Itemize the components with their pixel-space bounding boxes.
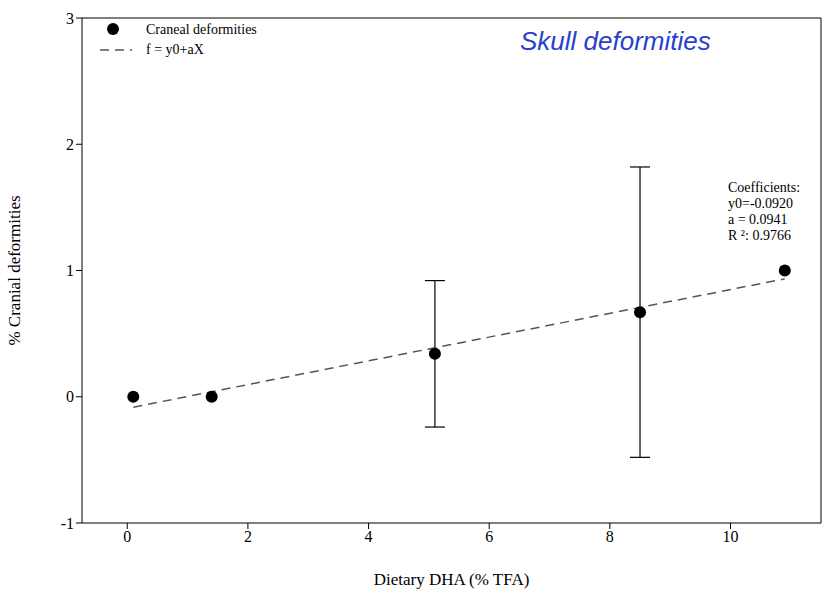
html-text:Skull deformities: Skull deformities [520,26,711,56]
html-text:R ²: 0.9766: R ²: 0.9766 [728,228,791,243]
html-text:Coefficients:: Coefficients: [728,180,801,195]
svg-text:10: 10 [723,528,739,545]
svg-text:2: 2 [66,136,74,153]
svg-text:8: 8 [606,528,614,545]
svg-text:4: 4 [365,528,373,545]
html-text:y0=-0.0920: y0=-0.0920 [728,196,794,211]
svg-text:0: 0 [66,388,74,405]
svg-text:-1: -1 [61,515,74,532]
html-text:a = 0.0941: a = 0.0941 [728,212,788,227]
svg-text:0: 0 [123,528,131,545]
html-text:Craneal deformities: Craneal deformities [146,22,257,37]
svg-text:1: 1 [66,262,74,279]
svg-text:% Cranial deformities: % Cranial deformities [5,195,24,345]
svg-text:Dietary DHA (% TFA): Dietary DHA (% TFA) [374,570,530,589]
svg-text:3: 3 [66,10,74,27]
svg-text:6: 6 [485,528,493,545]
svg-text:2: 2 [244,528,252,545]
html-text:f = y0+aX: f = y0+aX [146,42,204,57]
